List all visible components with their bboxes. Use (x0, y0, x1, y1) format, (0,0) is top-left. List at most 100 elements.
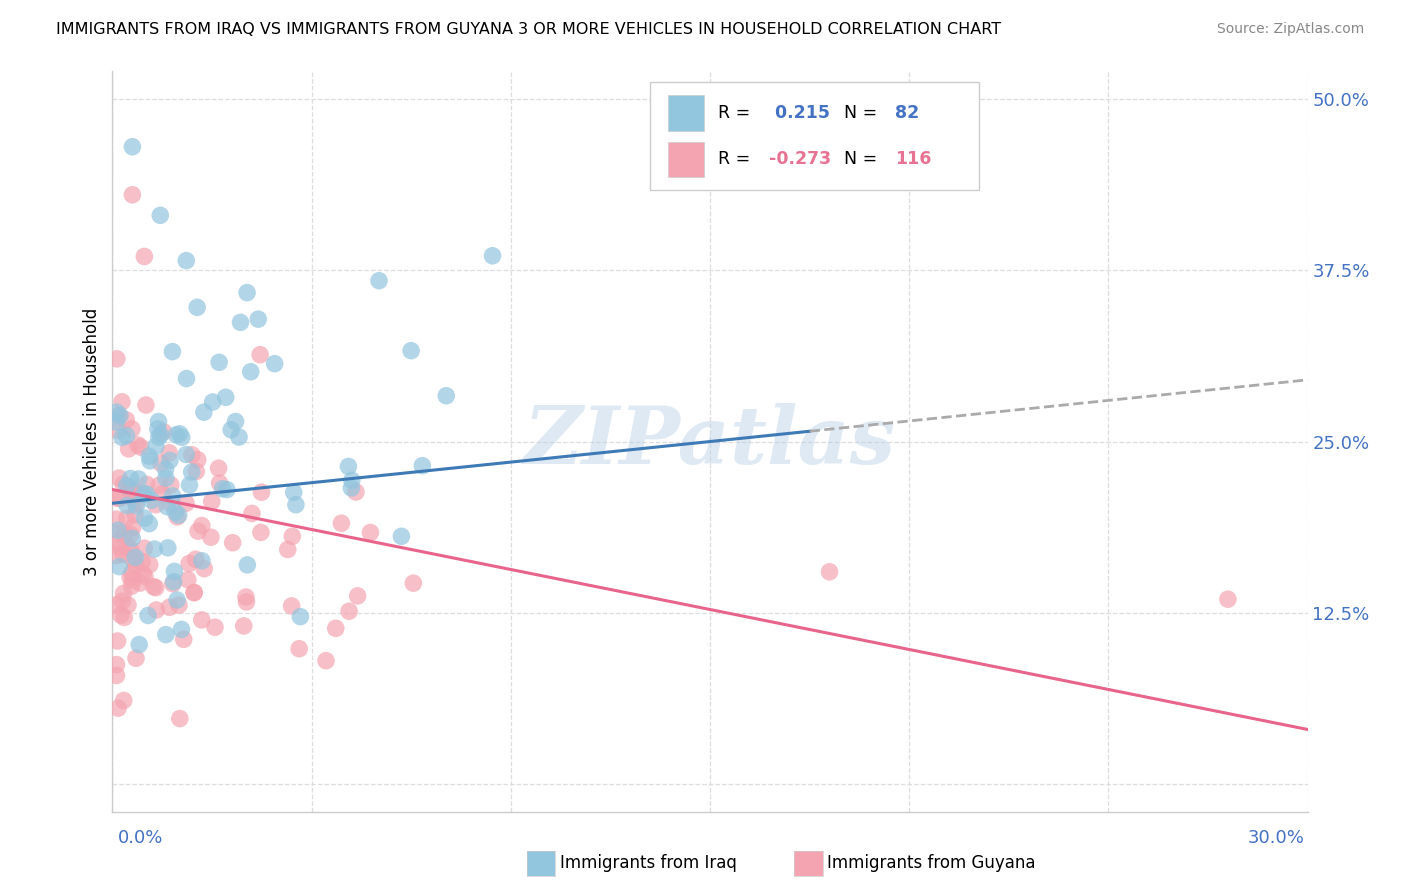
Point (111, 594, 134, 608)
Point (107, 634, 129, 648)
Point (215, 390, 238, 404)
Point (247, 312, 270, 326)
Point (167, 598, 190, 612)
FancyBboxPatch shape (651, 82, 979, 190)
Point (117, 598, 139, 612)
Point (200, 530, 222, 544)
Point (368, 274, 391, 288)
Point (337, 604, 360, 618)
Y-axis label: 3 or more Vehicles in Household: 3 or more Vehicles in Household (83, 308, 101, 575)
Point (176, 371, 198, 385)
Point (117, 442, 139, 456)
Point (125, 499, 148, 513)
Point (155, 462, 177, 476)
Text: N =: N = (834, 151, 883, 169)
Text: R =: R = (718, 151, 756, 169)
Point (232, 619, 254, 633)
Point (180, 465, 202, 479)
Point (170, 623, 193, 637)
Point (184, 552, 207, 566)
Point (112, 477, 135, 491)
Point (149, 208, 172, 222)
Point (250, 485, 273, 500)
Point (219, 423, 242, 437)
Point (225, 415, 247, 429)
Point (122, 491, 145, 506)
Point (135, 487, 157, 501)
Point (138, 516, 160, 531)
Point (160, 498, 183, 512)
Point (136, 608, 159, 623)
Point (337, 459, 360, 474)
Point (177, 573, 200, 587)
Point (277, 542, 299, 557)
Point (174, 253, 197, 268)
Text: Source: ZipAtlas.com: Source: ZipAtlas.com (1216, 22, 1364, 37)
Point (179, 478, 201, 492)
Point (165, 505, 187, 519)
Point (263, 357, 285, 371)
Point (208, 355, 231, 369)
Point (115, 499, 138, 513)
Point (121, 140, 143, 154)
Point (156, 541, 179, 555)
Point (150, 487, 173, 501)
Point (290, 609, 312, 624)
Point (177, 557, 200, 571)
Point (180, 448, 202, 462)
Text: 30.0%: 30.0% (1249, 829, 1305, 847)
Point (221, 535, 243, 549)
Point (162, 489, 184, 503)
Point (105, 512, 128, 526)
Point (112, 693, 135, 707)
Point (340, 481, 363, 495)
Point (399, 343, 422, 358)
Point (183, 585, 205, 599)
Point (146, 422, 169, 436)
Point (434, 389, 457, 403)
Point (107, 423, 129, 437)
Point (131, 555, 153, 569)
Point (288, 641, 311, 656)
Point (139, 454, 162, 468)
Point (315, 654, 337, 668)
Point (139, 558, 162, 572)
Point (117, 540, 139, 554)
Point (122, 553, 145, 567)
Point (108, 471, 131, 485)
Point (149, 427, 172, 442)
Point (120, 542, 142, 557)
Point (121, 422, 143, 436)
Point (149, 456, 172, 470)
Point (174, 496, 197, 510)
Point (121, 566, 143, 580)
FancyBboxPatch shape (668, 95, 704, 130)
Point (129, 576, 152, 591)
Point (111, 548, 134, 562)
Point (145, 603, 167, 617)
Point (156, 500, 179, 514)
Point (193, 405, 215, 419)
Point (159, 453, 181, 467)
Point (148, 478, 170, 492)
Point (152, 425, 174, 439)
Point (163, 574, 186, 589)
Point (129, 440, 152, 454)
Point (125, 558, 148, 572)
Point (170, 430, 193, 444)
Point (105, 549, 128, 563)
Point (128, 638, 150, 652)
Point (169, 712, 191, 726)
Point (163, 565, 186, 579)
Point (121, 520, 143, 534)
Point (115, 479, 138, 493)
Point (105, 526, 128, 541)
Point (166, 593, 188, 607)
Point (125, 651, 148, 665)
Point (236, 285, 259, 300)
Point (134, 569, 156, 583)
Point (107, 409, 129, 423)
Text: N =: N = (834, 103, 883, 122)
Point (359, 525, 381, 540)
Point (155, 471, 177, 485)
